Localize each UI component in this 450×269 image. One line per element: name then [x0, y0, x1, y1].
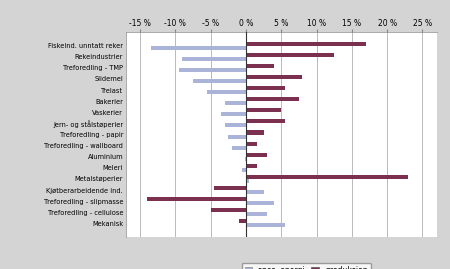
Bar: [246, 175, 408, 179]
Bar: [246, 212, 267, 216]
Bar: [151, 45, 246, 49]
Bar: [246, 53, 334, 57]
Bar: [243, 168, 246, 172]
Bar: [228, 134, 246, 139]
Bar: [147, 197, 246, 201]
Bar: [221, 112, 246, 116]
Bar: [244, 157, 246, 161]
Bar: [246, 164, 256, 168]
Bar: [207, 90, 246, 94]
Bar: [246, 75, 302, 79]
Bar: [232, 146, 246, 150]
Bar: [246, 86, 285, 90]
Bar: [246, 201, 274, 205]
Bar: [193, 79, 246, 83]
Bar: [246, 42, 366, 45]
Bar: [225, 101, 246, 105]
Bar: [246, 179, 249, 183]
Bar: [246, 130, 264, 134]
Bar: [246, 190, 264, 194]
Bar: [246, 97, 299, 101]
Bar: [214, 186, 246, 190]
Bar: [246, 224, 285, 227]
Bar: [182, 57, 246, 61]
Bar: [246, 141, 256, 146]
Bar: [246, 119, 285, 123]
Bar: [246, 64, 274, 68]
Bar: [179, 68, 246, 72]
Bar: [246, 153, 267, 157]
Bar: [239, 220, 246, 224]
Legend: spes. energi, produksjon: spes. energi, produksjon: [242, 263, 371, 269]
Bar: [211, 208, 246, 212]
Bar: [246, 108, 281, 112]
Bar: [225, 123, 246, 128]
